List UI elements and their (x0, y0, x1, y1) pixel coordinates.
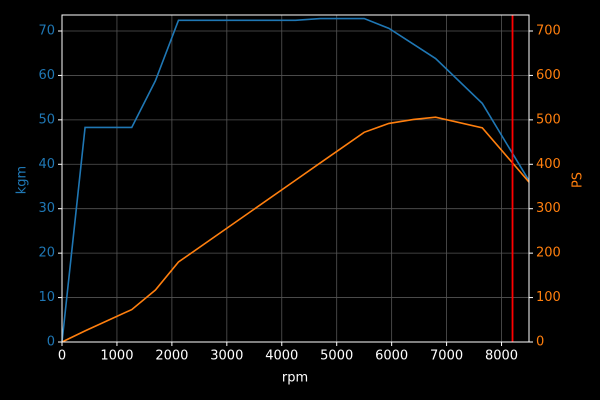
y-tick-label: 0 (47, 335, 55, 350)
y-tick-label: 40 (38, 157, 55, 172)
x-tick-label: 4000 (265, 349, 298, 364)
y-axis-label: kgm (15, 166, 30, 194)
x-tick-label: 8000 (485, 349, 518, 364)
series-line (61, 17, 530, 343)
x-tick-label: 5000 (320, 349, 353, 364)
x-tick-label: 2000 (155, 349, 188, 364)
y-tick-label: 70 (38, 23, 55, 38)
plot-frame (61, 14, 530, 343)
y2-tick-label: 200 (536, 246, 561, 261)
y2-axis-label: PS (571, 172, 586, 188)
y2-tick-label: 100 (536, 290, 561, 305)
y2-tick-label: 600 (536, 68, 561, 83)
x-tick-label: 7000 (430, 349, 463, 364)
y-tick-label: 30 (38, 201, 55, 216)
y-tick-label: 10 (38, 290, 55, 305)
y2-tick-label: 300 (536, 201, 561, 216)
y2-tick-label: 500 (536, 112, 561, 127)
y-tick-label: 50 (38, 112, 55, 127)
series-line (61, 116, 530, 343)
x-axis-label: rpm (282, 371, 308, 386)
y2-tick-label: 400 (536, 157, 561, 172)
x-tick-label: 3000 (210, 349, 243, 364)
y2-tick-label: 0 (536, 335, 544, 350)
x-tick-label: 0 (58, 349, 66, 364)
y2-tick-label: 700 (536, 23, 561, 38)
x-tick-label: 6000 (375, 349, 408, 364)
y-tick-label: 20 (38, 246, 55, 261)
y-tick-label: 60 (38, 68, 55, 83)
x-tick-label: 1000 (100, 349, 133, 364)
